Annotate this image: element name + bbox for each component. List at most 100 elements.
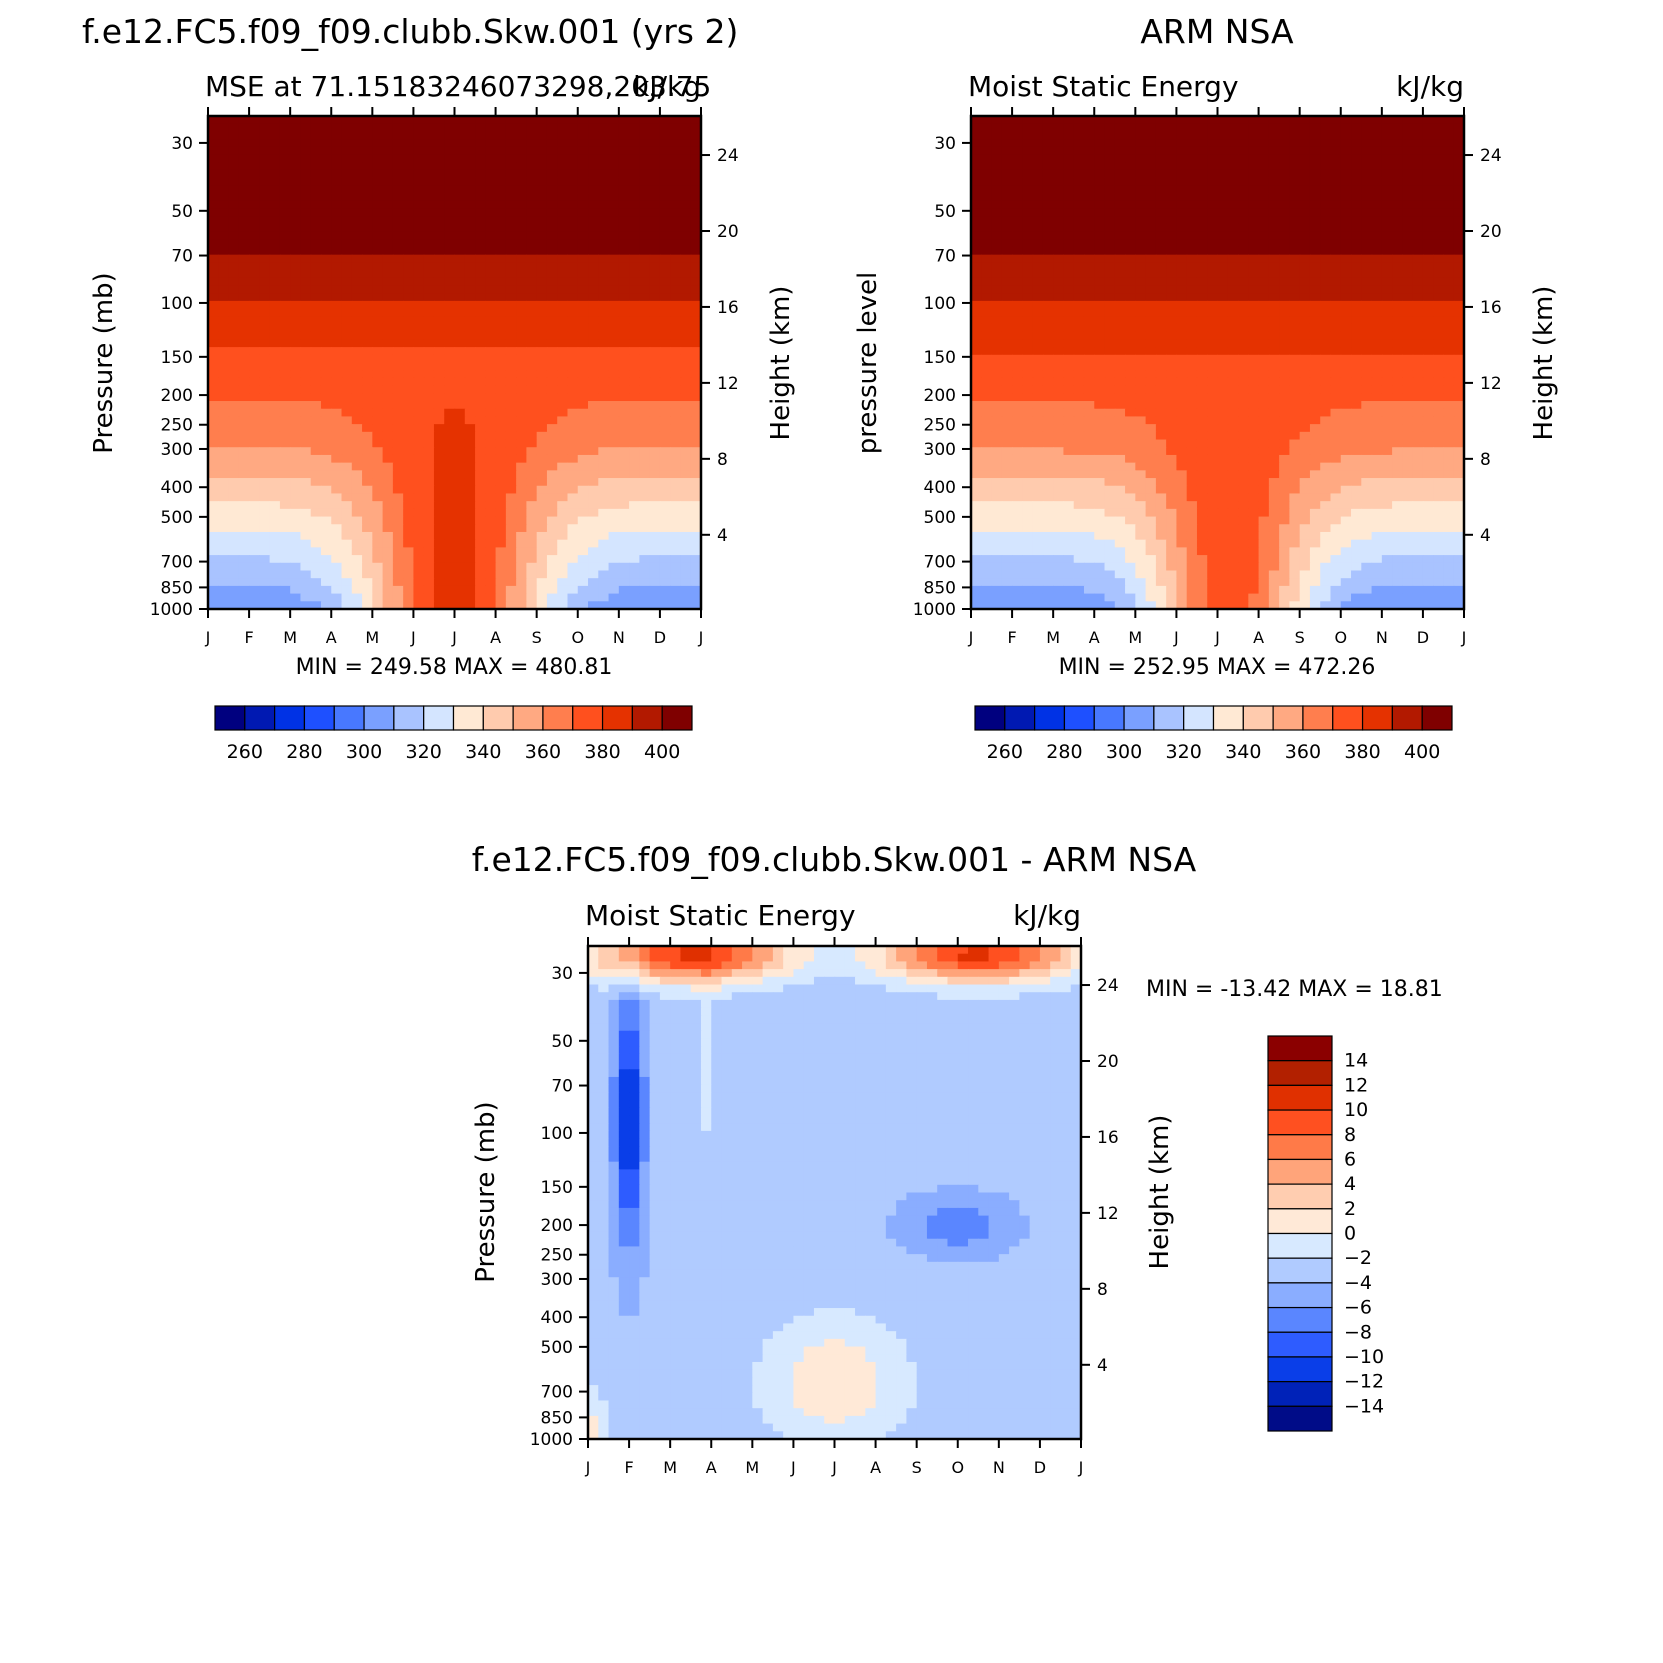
contour-cell [1371, 277, 1383, 287]
contour-cell [1443, 277, 1455, 287]
contour-cell [1022, 177, 1034, 186]
contour-cell [557, 354, 569, 364]
contour-cell [475, 331, 486, 340]
contour-cell [392, 570, 404, 579]
contour-cell [290, 539, 302, 548]
contour-cell [1012, 393, 1023, 402]
contour-cell [639, 270, 651, 279]
contour-cell [1012, 185, 1023, 194]
contour-cell [269, 285, 281, 294]
contour-cell [1392, 316, 1403, 325]
contour-cell [1227, 262, 1239, 271]
contour-cell [454, 531, 466, 541]
contour-cell [991, 323, 1003, 333]
contour-cell [372, 555, 384, 564]
contour-cell [249, 131, 260, 140]
contour-cell [310, 270, 322, 279]
contour-cell [1320, 277, 1332, 287]
contour-cell [238, 485, 250, 495]
contour-cell [1248, 393, 1260, 402]
contour-cell [577, 193, 589, 202]
contour-cell [1114, 131, 1126, 140]
contour-cell [1217, 354, 1229, 364]
contour-cell [567, 601, 579, 609]
contour-cell [1289, 270, 1301, 279]
contour-cell [1392, 293, 1403, 302]
contour-cell [310, 493, 322, 502]
contour-cell [1073, 339, 1085, 348]
contour-cell [382, 447, 394, 456]
contour-cell [1238, 370, 1249, 379]
contour-cell [659, 231, 671, 240]
contour-cell [433, 601, 445, 609]
contour-cell [454, 401, 466, 410]
contour-cell [536, 116, 548, 125]
contour-cell [536, 454, 548, 464]
contour-cell [1443, 347, 1455, 356]
contour-cell [1268, 347, 1280, 356]
contour-cell [331, 316, 343, 325]
contour-cell [1176, 293, 1188, 302]
contour-cell [208, 408, 219, 418]
contour-cell [403, 123, 415, 132]
contour-cell [238, 131, 250, 140]
contour-cell [1412, 131, 1424, 140]
contour-cell [1309, 377, 1321, 387]
contour-cell [279, 154, 291, 163]
contour-cell [1125, 308, 1136, 317]
contour-cell [218, 370, 230, 379]
contour-cell [403, 493, 415, 502]
contour-cell [331, 123, 343, 132]
contour-cell [639, 246, 651, 256]
contour-cell [238, 493, 250, 502]
contour-cell [464, 555, 476, 564]
contour-cell [310, 431, 322, 441]
contour-cell [1238, 162, 1249, 171]
contour-cell [505, 239, 517, 248]
contour-cell [670, 254, 682, 263]
contour-cell [1125, 123, 1136, 132]
contour-cell [659, 539, 671, 548]
contour-cell [567, 285, 579, 294]
contour-cell [1104, 208, 1116, 217]
contour-cell [269, 154, 281, 163]
contour-cell [351, 562, 363, 572]
contour-cell [1186, 208, 1198, 217]
contour-cell [362, 393, 373, 402]
contour-cell [1330, 262, 1342, 271]
contour-cell [505, 393, 517, 402]
contour-cell [454, 231, 466, 240]
contour-cell [991, 285, 1003, 294]
contour-cell [403, 208, 415, 217]
contour-cell [1340, 146, 1352, 156]
contour-cell [423, 293, 435, 302]
contour-cell [629, 293, 640, 302]
contour-cell [536, 393, 548, 402]
contour-cell [690, 116, 701, 125]
contour-cell [351, 270, 363, 279]
contour-cell [557, 116, 569, 125]
contour-cell [1207, 123, 1219, 132]
contour-cell [1351, 277, 1362, 287]
contour-cell [588, 462, 599, 471]
contour-cell [991, 208, 1003, 217]
contour-cell [1268, 370, 1280, 379]
contour-cell [505, 270, 517, 279]
contour-cell [300, 185, 312, 194]
contour-cell [690, 293, 701, 302]
contour-cell [1351, 254, 1362, 263]
contour-cell [639, 401, 651, 410]
contour-cell [1371, 293, 1383, 302]
contour-cell [1289, 262, 1301, 271]
contour-cell [567, 408, 579, 418]
contour-cell [577, 254, 589, 263]
contour-cell [1412, 331, 1424, 340]
y2-tick-label: 4 [717, 526, 728, 546]
contour-cell [464, 454, 476, 464]
contour-cell [1289, 185, 1301, 194]
contour-cell [1155, 154, 1167, 163]
contour-cell [1227, 270, 1239, 279]
contour-cell [1083, 223, 1095, 233]
contour-cell [485, 578, 497, 587]
contour-cell [557, 485, 569, 495]
